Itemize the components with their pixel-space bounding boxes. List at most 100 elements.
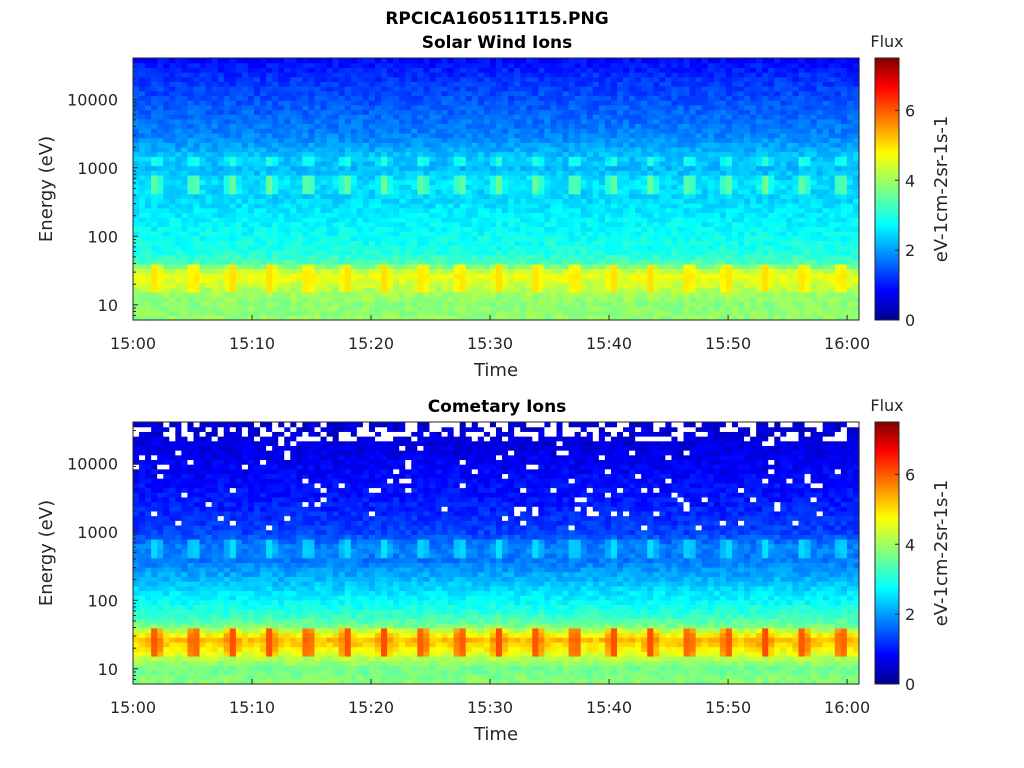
heatmap-cell	[181, 287, 189, 293]
heatmap-cell	[199, 249, 207, 256]
heatmap-cell	[489, 142, 497, 148]
heatmap-cell	[459, 212, 467, 218]
heatmap-cell	[133, 296, 140, 302]
heatmap-cell	[187, 207, 195, 213]
heatmap-cell	[157, 231, 164, 237]
heatmap-cell	[453, 118, 461, 125]
heatmap-cell	[344, 104, 352, 111]
heatmap-cell	[520, 268, 527, 274]
heatmap-cell	[653, 263, 660, 270]
heatmap-cell	[381, 277, 388, 284]
heatmap-cell	[538, 109, 545, 115]
heatmap-cell	[610, 109, 618, 115]
heatmap-cell	[502, 221, 509, 228]
heatmap-cell	[151, 90, 158, 97]
heatmap-cell	[447, 245, 455, 251]
heatmap-cell	[641, 254, 648, 260]
heatmap-cell	[211, 137, 219, 143]
heatmap-cell	[368, 90, 376, 97]
heatmap-cell	[266, 151, 273, 157]
heatmap-cell	[411, 123, 418, 129]
heatmap-cell	[659, 137, 666, 143]
heatmap-cell	[423, 273, 431, 279]
heatmap-cell	[187, 100, 195, 106]
heatmap-cell	[393, 207, 400, 213]
heatmap-cell	[520, 118, 527, 125]
heatmap-cell	[586, 296, 594, 302]
heatmap-cell	[381, 156, 388, 162]
heatmap-cell	[441, 184, 449, 190]
heatmap-cell	[538, 100, 545, 106]
heatmap-cell	[169, 291, 176, 298]
heatmap-cell	[483, 254, 491, 260]
heatmap-cell	[368, 203, 376, 209]
heatmap-cell	[145, 240, 152, 246]
heatmap-cell	[423, 212, 431, 218]
heatmap-cell	[387, 72, 394, 78]
heatmap-cell	[538, 212, 545, 218]
heatmap-cell	[393, 81, 400, 87]
heatmap-cell	[356, 305, 364, 312]
heatmap-cell	[629, 259, 636, 265]
heatmap-cell	[247, 198, 255, 204]
heatmap-cell	[375, 226, 382, 232]
heatmap-cell	[139, 95, 146, 101]
heatmap-cell	[647, 90, 654, 97]
heatmap-cell	[235, 315, 243, 321]
heatmap-cell	[393, 146, 400, 153]
heatmap-cell	[411, 193, 418, 199]
heatmap-cell	[175, 315, 182, 321]
heatmap-cell	[665, 179, 673, 185]
heatmap-cell	[193, 151, 201, 157]
heatmap-cell	[326, 189, 334, 195]
heatmap-cell	[320, 72, 328, 78]
heatmap-cell	[435, 179, 443, 185]
heatmap-cell	[483, 128, 491, 134]
heatmap-cell	[447, 193, 455, 199]
heatmap-cell	[471, 179, 479, 185]
heatmap-cell	[247, 174, 255, 181]
heatmap-cell	[169, 221, 176, 228]
heatmap-cell	[260, 104, 267, 111]
heatmap-cell	[592, 217, 600, 223]
heatmap-cell	[429, 123, 437, 129]
heatmap-cell	[659, 301, 666, 307]
heatmap-cell	[580, 118, 588, 125]
heatmap-cell	[635, 193, 642, 199]
heatmap-cell	[175, 151, 182, 157]
heatmap-cell	[514, 305, 521, 312]
heatmap-cell	[302, 221, 310, 228]
heatmap-cell	[217, 268, 225, 274]
heatmap-cell	[471, 86, 479, 92]
heatmap-cell	[344, 128, 352, 134]
heatmap-cell	[532, 142, 539, 148]
heatmap-cell	[229, 62, 237, 68]
heatmap-cell	[641, 76, 648, 82]
heatmap-cell	[641, 132, 648, 139]
heatmap-cell	[199, 142, 207, 148]
heatmap-cell	[217, 226, 225, 232]
heatmap-cell	[544, 151, 552, 157]
heatmap-cell	[641, 118, 648, 125]
heatmap-cell	[556, 226, 564, 232]
heatmap-cell	[278, 174, 285, 181]
heatmap-cell	[326, 109, 334, 115]
heatmap-cell	[538, 277, 545, 284]
heatmap-cell	[241, 226, 249, 232]
heatmap-cell	[284, 90, 291, 97]
heatmap-cell	[659, 291, 666, 298]
heatmap-cell	[550, 109, 558, 115]
heatmap-cell	[296, 142, 303, 148]
heatmap-cell	[617, 287, 624, 293]
heatmap-cell	[223, 123, 231, 129]
heatmap-cell	[332, 226, 340, 232]
heatmap-cell	[671, 310, 679, 316]
heatmap-cell	[550, 254, 558, 260]
heatmap-cell	[550, 86, 558, 92]
heatmap-cell	[514, 189, 521, 195]
heatmap-cell	[308, 100, 316, 106]
heatmap-cell	[205, 198, 213, 204]
heatmap-cell	[272, 137, 279, 143]
heatmap-cell	[562, 221, 570, 228]
heatmap-cell	[598, 296, 606, 302]
